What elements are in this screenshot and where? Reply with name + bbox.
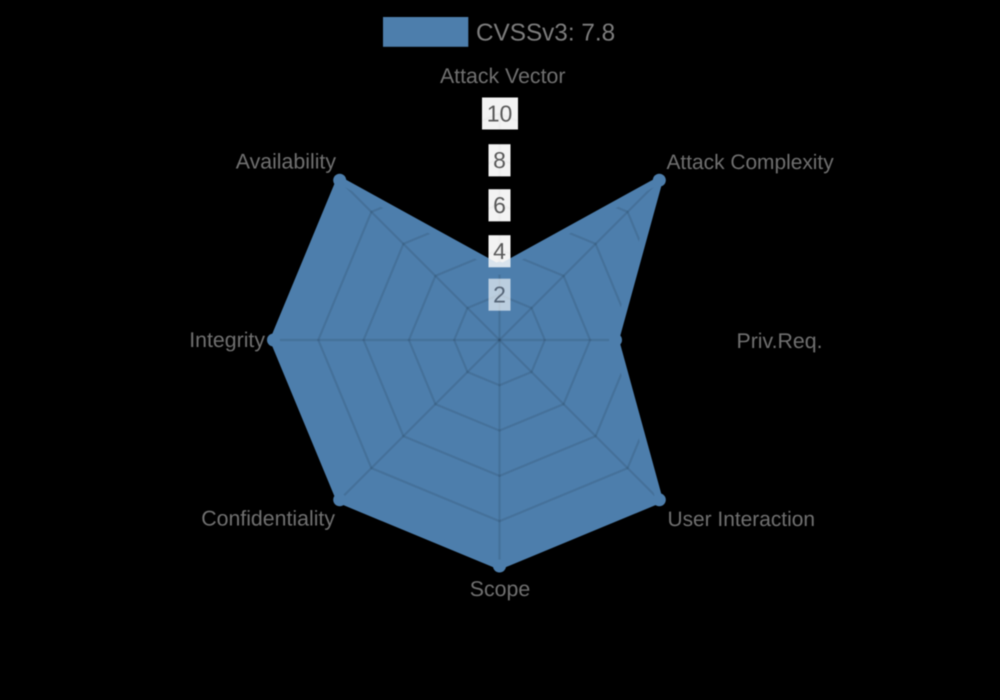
svg-text:6: 6 xyxy=(493,192,506,218)
svg-text:8: 8 xyxy=(493,147,506,173)
svg-text:Availability: Availability xyxy=(236,150,337,174)
svg-text:Priv.Req.: Priv.Req. xyxy=(737,329,823,353)
svg-text:Attack Complexity: Attack Complexity xyxy=(667,151,835,174)
svg-text:Integrity: Integrity xyxy=(189,328,265,352)
svg-text:2: 2 xyxy=(493,282,506,308)
svg-text:CVSSv3: 7.8: CVSSv3: 7.8 xyxy=(476,19,615,46)
svg-text:10: 10 xyxy=(487,101,513,127)
svg-text:4: 4 xyxy=(493,238,506,264)
svg-text:User Interaction: User Interaction xyxy=(668,508,815,531)
svg-text:Scope: Scope xyxy=(470,577,530,601)
svg-text:Confidentiality: Confidentiality xyxy=(201,506,335,530)
svg-text:Attack Vector: Attack Vector xyxy=(440,64,565,88)
